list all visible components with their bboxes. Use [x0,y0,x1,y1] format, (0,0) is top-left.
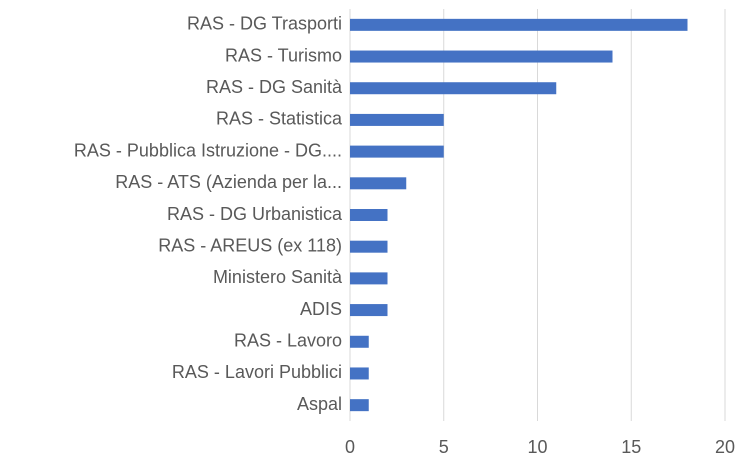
y-tick-label: Ministero Sanità [213,267,343,287]
bar [350,240,388,253]
bar [350,335,369,348]
y-tick-label: RAS - Lavori Pubblici [172,362,342,382]
x-tick-label: 10 [527,437,547,457]
x-tick-label: 15 [621,437,641,457]
y-tick-label: RAS - DG Trasporti [187,14,342,34]
y-tick-label: RAS - DG Urbanistica [167,204,343,224]
bar [350,209,388,221]
y-tick-label: RAS - ATS (Azienda per la... [115,172,342,192]
x-tick-label: 0 [345,437,355,457]
bar [350,82,557,95]
bar [350,367,369,380]
bar [350,304,388,317]
bar [350,272,388,285]
y-tick-label: RAS - Pubblica Istruzione - DG.... [74,140,342,160]
y-tick-label: RAS - AREUS (ex 118) [158,235,342,255]
bar [350,399,369,412]
bar [350,18,688,31]
bar [350,50,613,63]
x-tick-label: 20 [715,437,735,457]
y-tick-label: RAS - Turismo [225,45,342,65]
y-tick-label: RAS - DG Sanità [206,77,343,97]
bar [350,177,407,190]
y-tick-label: ADIS [300,299,342,319]
y-tick-label: Aspal [297,394,342,414]
bar [350,113,444,126]
y-tick-label: RAS - Statistica [216,109,343,129]
x-tick-label: 5 [439,437,449,457]
y-tick-label: RAS - Lavoro [234,331,342,351]
bar [350,145,444,158]
